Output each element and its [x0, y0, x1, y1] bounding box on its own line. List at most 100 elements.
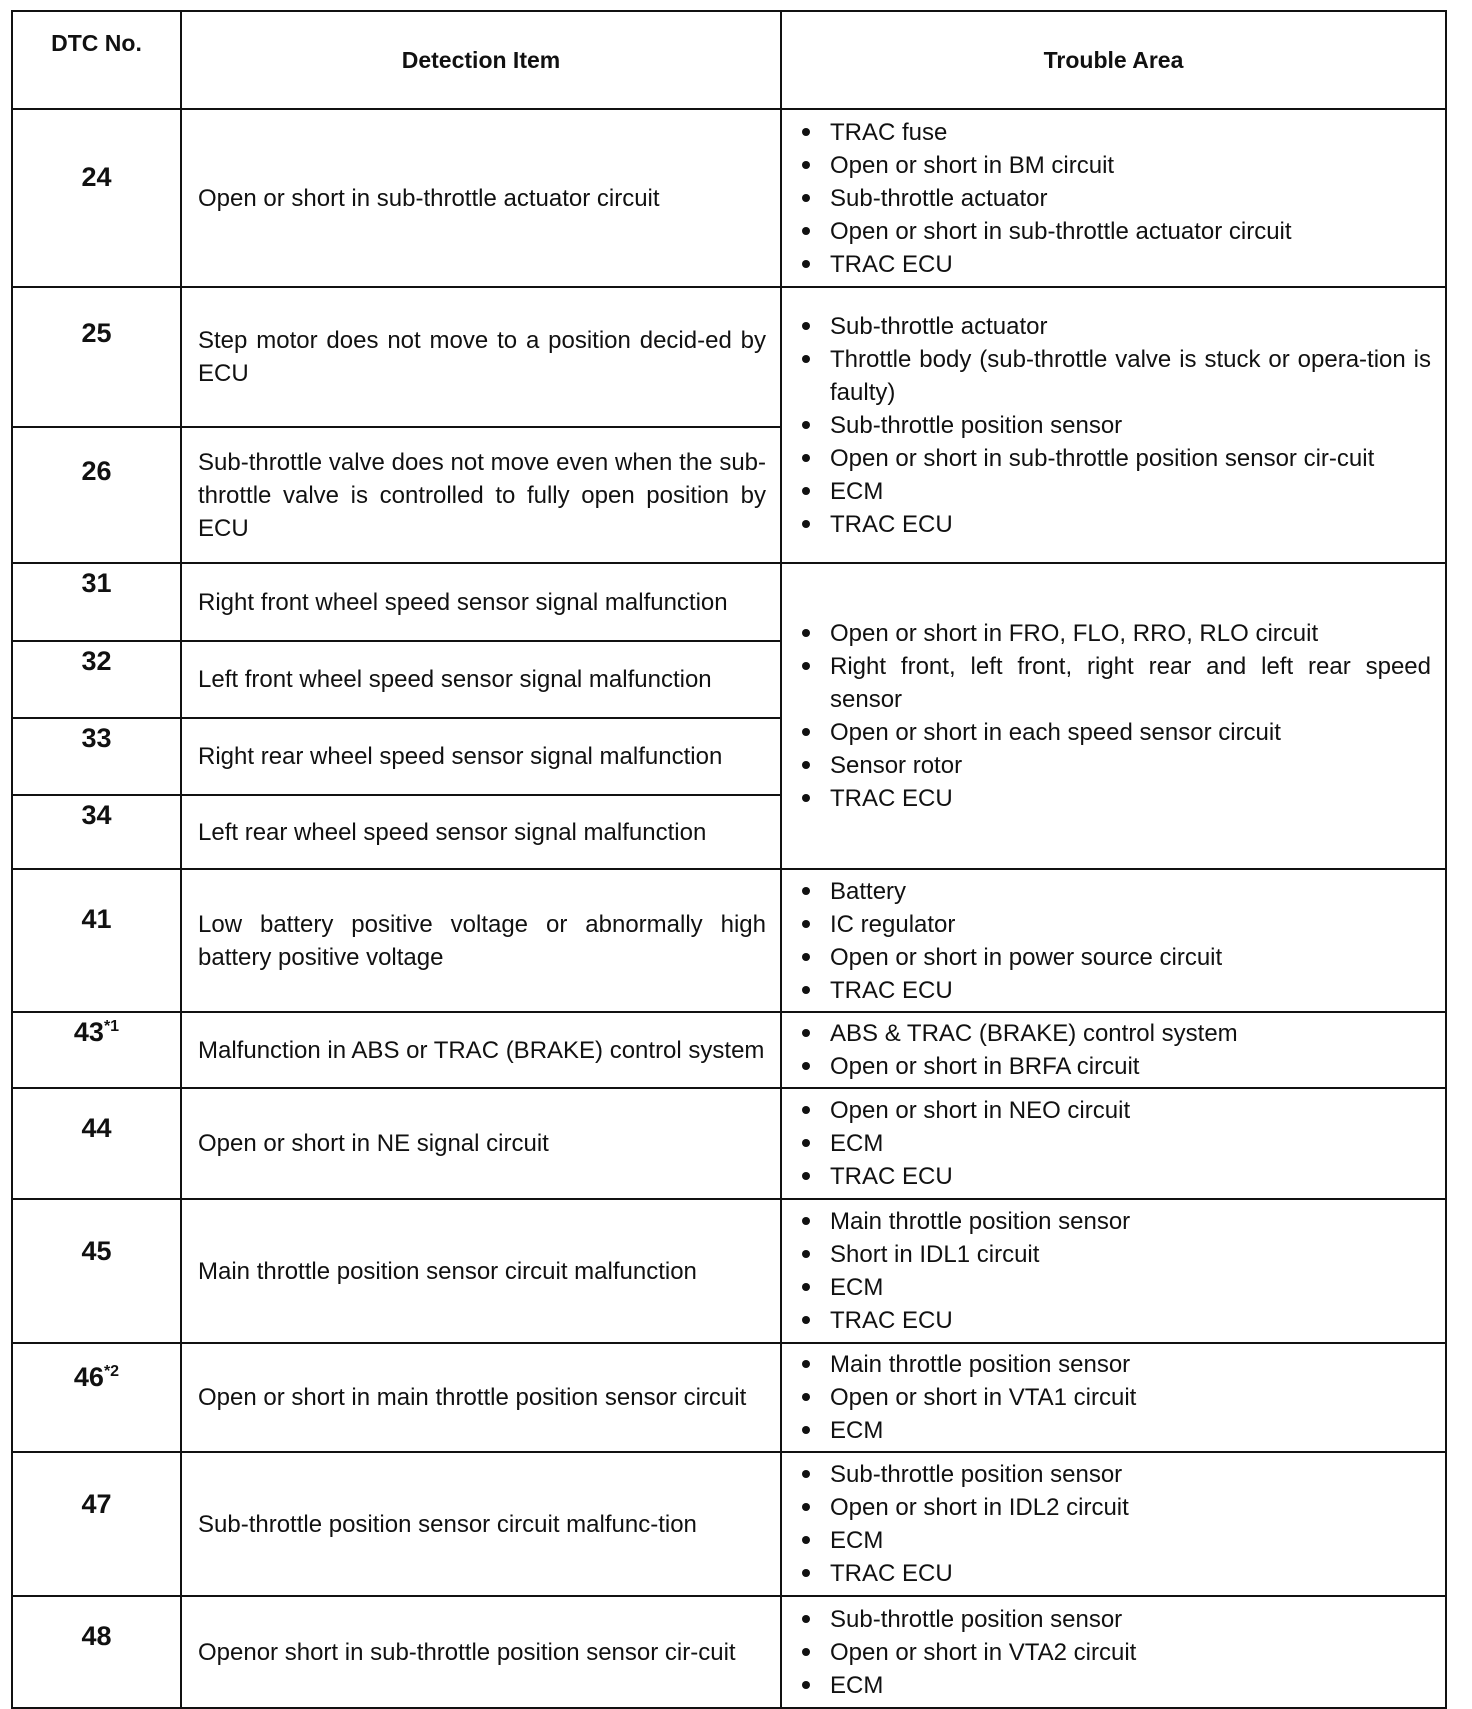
trouble-area-item: Battery: [798, 875, 1431, 908]
dtc-code: 47: [81, 1489, 112, 1519]
trouble-area-item: Throttle body (sub-throttle valve is stu…: [798, 343, 1431, 409]
trouble-area: Sub-throttle actuator Throttle body (sub-…: [780, 286, 1447, 564]
trouble-area-item: ECM: [798, 1127, 1431, 1160]
detection-item: Low battery positive voltage or abnormal…: [180, 868, 782, 1013]
trouble-area-item: TRAC fuse: [798, 116, 1431, 149]
detection-item: Malfunction in ABS or TRAC (BRAKE) contr…: [180, 1011, 782, 1089]
dtc-code: 34: [81, 800, 112, 830]
dtc-code: 45: [81, 1236, 112, 1266]
trouble-area-item: Open or short in sub-throttle position s…: [798, 442, 1431, 475]
trouble-area: TRAC fuse Open or short in BM circuit Sub-…: [780, 108, 1447, 288]
table-row: 44 Open or short in NE signal circuit Open…: [11, 1087, 1447, 1200]
dtc-code: 26: [81, 456, 112, 486]
dtc-number: 44: [11, 1087, 182, 1200]
dtc-number: 47: [11, 1451, 182, 1597]
detection-item: Sub-throttle position sensor circuit mal…: [180, 1451, 782, 1597]
dtc-code: 31: [81, 568, 112, 598]
table-row: 46*2 Open or short in main throttle posit…: [11, 1342, 1447, 1453]
detection-item: Open or short in sub-throttle actuator c…: [180, 108, 782, 288]
trouble-area-item: TRAC ECU: [798, 248, 1431, 281]
trouble-area-item: Open or short in VTA1 circuit: [798, 1381, 1431, 1414]
trouble-area-item: ECM: [798, 475, 1431, 508]
trouble-area-item: Open or short in each speed sensor circu…: [798, 716, 1431, 749]
trouble-area-item: Main throttle position sensor: [798, 1205, 1431, 1238]
trouble-area-item: Open or short in NEO circuit: [798, 1094, 1431, 1127]
table-row: 47 Sub-throttle position sensor circuit m…: [11, 1451, 1447, 1597]
trouble-area-item: TRAC ECU: [798, 1557, 1431, 1590]
dtc-number: 43*1: [11, 1011, 182, 1089]
trouble-area-item: Open or short in VTA2 circuit: [798, 1636, 1431, 1669]
dtc-number: 32: [11, 640, 182, 719]
dtc-code: 24: [81, 162, 112, 192]
table-row: 48 Openor short in sub-throttle position …: [11, 1595, 1447, 1709]
detection-item: Right front wheel speed sensor signal ma…: [180, 562, 782, 642]
trouble-area: Main throttle position sensor Short in ID…: [780, 1198, 1447, 1344]
table-row: 45 Main throttle position sensor circuit …: [11, 1198, 1447, 1344]
trouble-area-item: Open or short in power source circuit: [798, 941, 1431, 974]
trouble-area-item: ECM: [798, 1271, 1431, 1304]
dtc-number: 41: [11, 868, 182, 1013]
trouble-area-item: TRAC ECU: [798, 782, 1431, 815]
dtc-code: 33: [81, 723, 112, 753]
footnote-marker: *1: [103, 1018, 120, 1035]
dtc-number: 34: [11, 794, 182, 870]
trouble-area-item: TRAC ECU: [798, 508, 1431, 541]
detection-item: Left rear wheel speed sensor signal malf…: [180, 794, 782, 870]
header-detection-item: Detection Item: [180, 10, 782, 110]
dtc-number: 33: [11, 717, 182, 796]
table-body: 24 Open or short in sub-throttle actuator…: [11, 108, 1447, 1709]
dtc-code: 43*1: [73, 1017, 120, 1047]
dtc-code: 41: [81, 904, 112, 934]
detection-item: Step motor does not move to a position d…: [180, 286, 782, 428]
detection-item: Right rear wheel speed sensor signal mal…: [180, 717, 782, 796]
trouble-area-item: Sub-throttle actuator: [798, 310, 1431, 343]
header-trouble-area: Trouble Area: [780, 10, 1447, 110]
trouble-area-item: Open or short in BM circuit: [798, 149, 1431, 182]
trouble-area-item: IC regulator: [798, 908, 1431, 941]
trouble-area-item: Sub-throttle actuator: [798, 182, 1431, 215]
trouble-area-item: ABS & TRAC (BRAKE) control system: [798, 1017, 1431, 1050]
table-row: 41 Low battery positive voltage or abnorm…: [11, 868, 1447, 1013]
detection-item: Left front wheel speed sensor signal mal…: [180, 640, 782, 719]
trouble-area-item: Open or short in BRFA circuit: [798, 1050, 1431, 1083]
trouble-area-item: Sub-throttle position sensor: [798, 1603, 1431, 1636]
table-row: 43*1 Malfunction in ABS or TRAC (BRAKE) c…: [11, 1011, 1447, 1089]
trouble-area-item: Sub-throttle position sensor: [798, 409, 1431, 442]
trouble-area-item: Open or short in IDL2 circuit: [798, 1491, 1431, 1524]
trouble-area-item: Open or short in sub-throttle actuator c…: [798, 215, 1431, 248]
dtc-code: 25: [81, 318, 112, 348]
trouble-area-item: ECM: [798, 1524, 1431, 1557]
trouble-area-item: TRAC ECU: [798, 974, 1431, 1007]
trouble-area-item: ECM: [798, 1414, 1431, 1447]
table-row: 34 Left rear wheel speed sensor signal ma…: [11, 794, 1446, 870]
dtc-number: 45: [11, 1198, 182, 1344]
dtc-table: DTC No. Detection Item Trouble Area 24 Op…: [11, 10, 1447, 1709]
dtc-code: 48: [81, 1621, 112, 1651]
dtc-code: 46*2: [73, 1362, 120, 1392]
trouble-area-item: Main throttle position sensor: [798, 1348, 1431, 1381]
header-row: DTC No. Detection Item Trouble Area: [11, 10, 1447, 110]
footnote-marker: *2: [103, 1363, 120, 1380]
table-row: 26 Sub-throttle valve does not move even …: [11, 426, 1446, 564]
trouble-area-item: Right front, left front, right rear and …: [798, 650, 1431, 716]
trouble-area-item: ECM: [798, 1669, 1431, 1702]
detection-item: Openor short in sub-throttle position se…: [180, 1595, 782, 1709]
trouble-area-item: TRAC ECU: [798, 1304, 1431, 1337]
table-row: 32 Left front wheel speed sensor signal m…: [11, 640, 1446, 719]
table-row: 33 Right rear wheel speed sensor signal m…: [11, 717, 1446, 796]
detection-item: Main throttle position sensor circuit ma…: [180, 1198, 782, 1344]
dtc-number: 24: [11, 108, 182, 288]
trouble-area-item: Open or short in FRO, FLO, RRO, RLO circ…: [798, 617, 1431, 650]
dtc-number: 48: [11, 1595, 182, 1709]
trouble-area: Battery IC regulator Open or short in powe…: [780, 868, 1447, 1013]
dtc-number: 46*2: [11, 1342, 182, 1453]
table-row: 25 Step motor does not move to a position…: [11, 286, 1447, 564]
table-row: 31 Right front wheel speed sensor signal …: [11, 562, 1447, 870]
trouble-area: Open or short in FRO, FLO, RRO, RLO circ…: [780, 562, 1447, 870]
trouble-area: Sub-throttle position sensor Open or shor…: [780, 1451, 1447, 1597]
trouble-area-item: Short in IDL1 circuit: [798, 1238, 1431, 1271]
header-dtc-no: DTC No.: [11, 10, 182, 110]
trouble-area-item: Sub-throttle position sensor: [798, 1458, 1431, 1491]
dtc-number: 31: [11, 562, 182, 642]
detection-item: Sub-throttle valve does not move even wh…: [180, 426, 782, 564]
